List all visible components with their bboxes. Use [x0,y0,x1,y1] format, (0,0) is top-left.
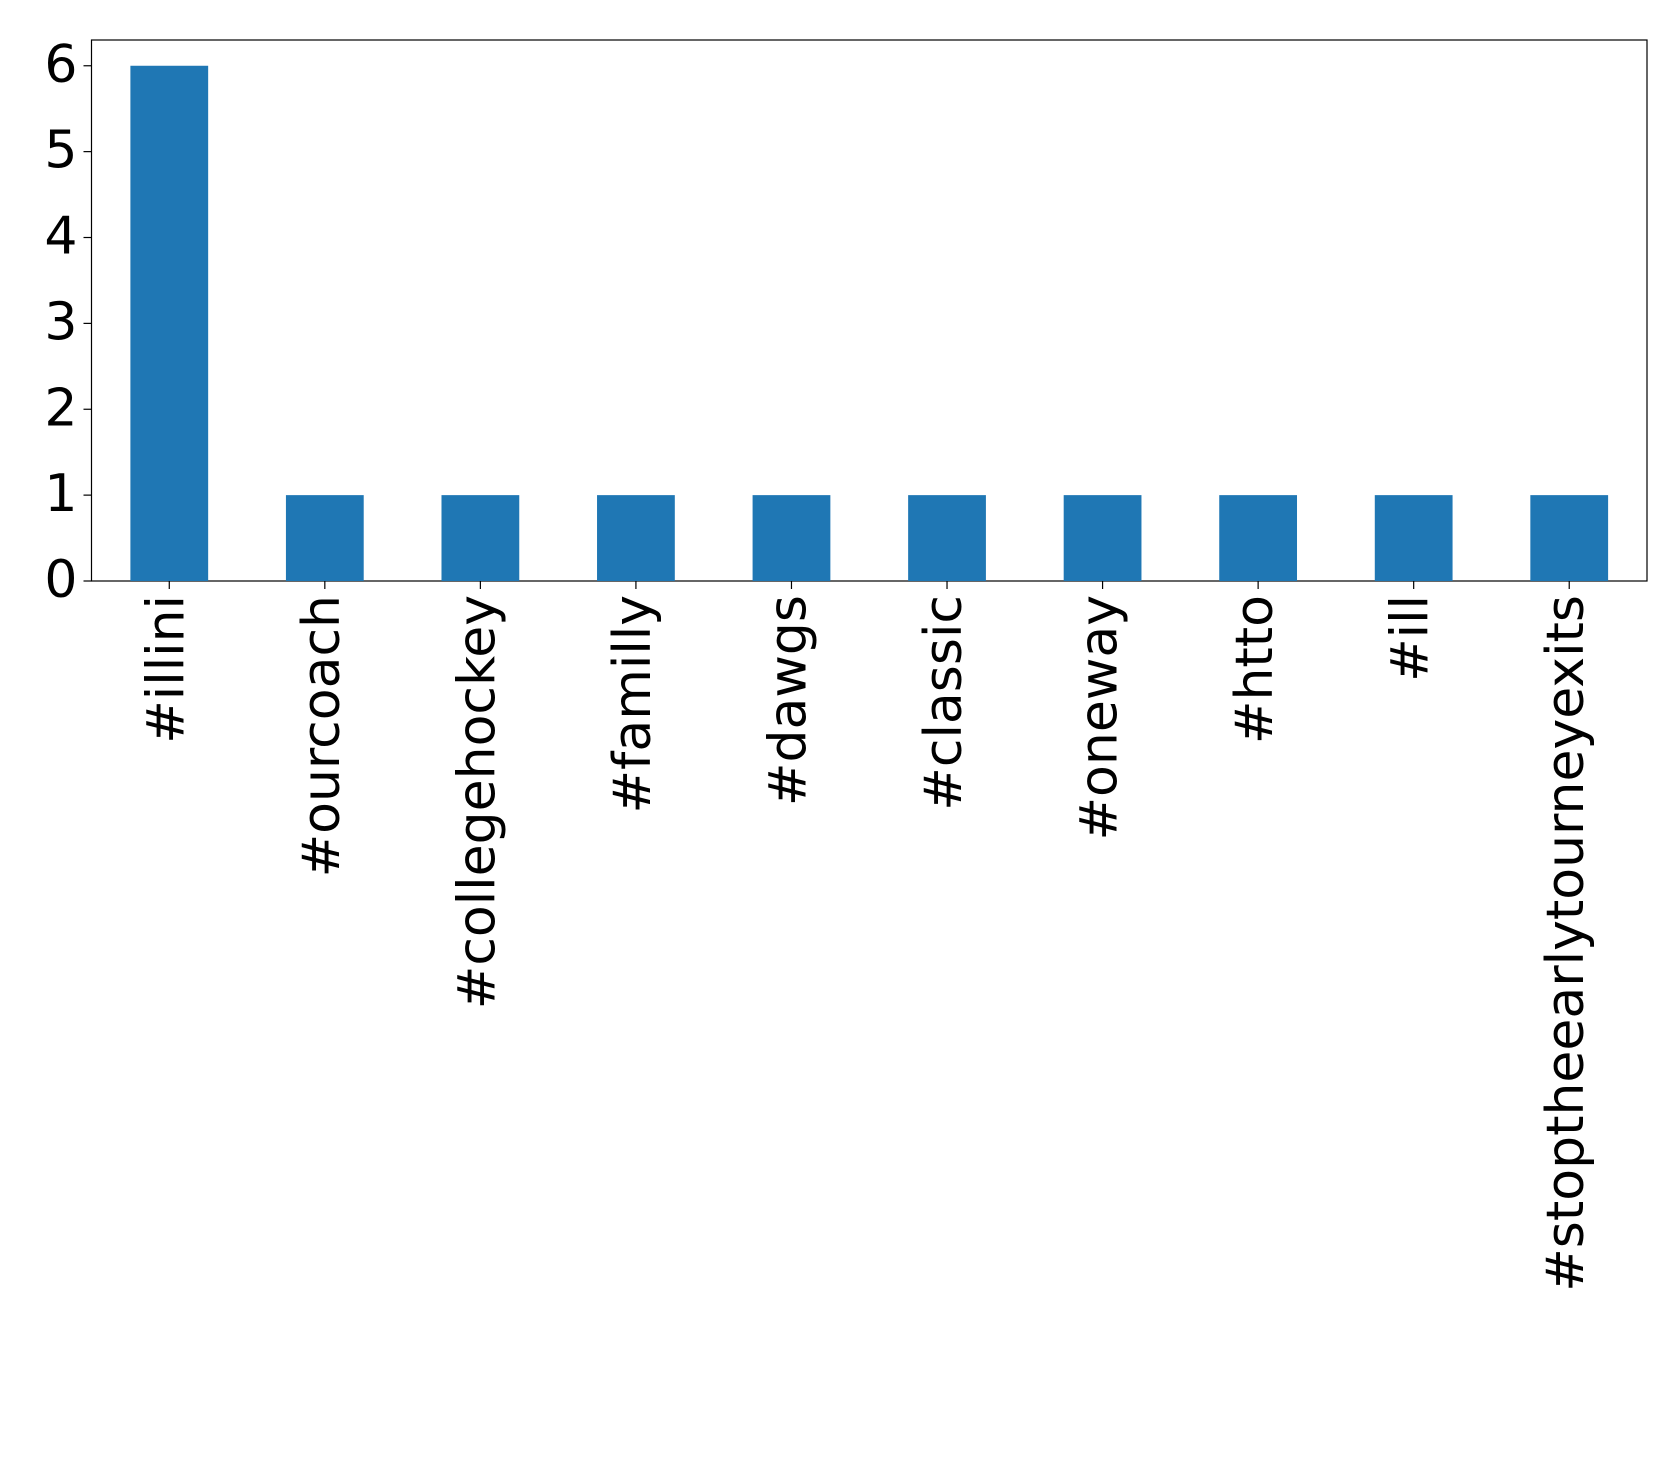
y-tick-label: 3 [44,292,77,352]
bar [1374,495,1453,581]
y-tick-label: 4 [44,207,77,267]
axes-frame [90,39,1648,582]
y-tick-label: 1 [44,464,77,524]
x-tick-label: #ourcoach [292,595,352,877]
x-tick-label: #ill [1381,595,1441,682]
y-tick-label: 2 [44,378,77,438]
bar [130,65,209,581]
x-tick-label: #oneway [1070,595,1130,841]
x-tick-label: #familly [603,595,663,814]
bar [752,495,831,581]
x-tick-label: #classic [914,595,974,811]
bar [1219,495,1298,581]
x-tick-label: #dawgs [758,595,818,806]
bar [441,495,520,581]
bar [597,495,675,581]
bar [908,495,986,581]
bar [285,495,364,581]
y-tick-label: 5 [44,121,77,181]
bar [1530,495,1609,581]
x-tick-label: #htto [1225,595,1285,744]
bar [1063,495,1142,581]
x-tick-label: #illini [136,595,196,744]
x-tick-label: #stoptheearlytourneyexits [1536,595,1596,1292]
y-tick-label: 0 [44,550,77,610]
y-tick-label: 6 [44,35,77,95]
x-tick-label: #collegehockey [447,595,507,1009]
